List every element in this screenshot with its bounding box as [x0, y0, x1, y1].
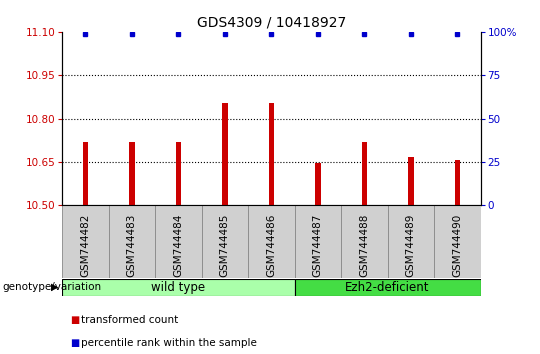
- Text: GSM744487: GSM744487: [313, 214, 323, 278]
- Bar: [129, 142, 134, 205]
- Text: genotype/variation: genotype/variation: [3, 282, 102, 292]
- Text: ▶: ▶: [51, 282, 58, 292]
- Bar: [83, 142, 88, 205]
- Bar: [388, 205, 434, 278]
- Text: GSM744483: GSM744483: [127, 214, 137, 278]
- Bar: [268, 103, 274, 205]
- Text: Ezh2-deficient: Ezh2-deficient: [346, 281, 430, 293]
- Bar: [408, 157, 414, 205]
- Text: GSM744486: GSM744486: [266, 214, 276, 278]
- Bar: [155, 205, 201, 278]
- Bar: [362, 142, 367, 205]
- Bar: [201, 205, 248, 278]
- Text: percentile rank within the sample: percentile rank within the sample: [81, 338, 257, 348]
- Text: GSM744485: GSM744485: [220, 214, 230, 278]
- Text: GSM744482: GSM744482: [80, 214, 90, 278]
- Text: wild type: wild type: [151, 281, 205, 293]
- Bar: [434, 205, 481, 278]
- Text: ■: ■: [70, 315, 79, 325]
- Text: GSM744490: GSM744490: [453, 214, 462, 277]
- Text: transformed count: transformed count: [81, 315, 178, 325]
- Bar: [222, 103, 228, 205]
- Bar: [455, 160, 460, 205]
- Bar: [109, 205, 155, 278]
- Text: ■: ■: [70, 338, 79, 348]
- Bar: [315, 164, 321, 205]
- Bar: [62, 279, 295, 296]
- Bar: [295, 205, 341, 278]
- Bar: [62, 205, 109, 278]
- Text: GSM744489: GSM744489: [406, 214, 416, 278]
- Bar: [248, 205, 295, 278]
- Title: GDS4309 / 10418927: GDS4309 / 10418927: [197, 15, 346, 29]
- Bar: [176, 142, 181, 205]
- Bar: [341, 205, 388, 278]
- Text: GSM744484: GSM744484: [173, 214, 184, 278]
- Text: GSM744488: GSM744488: [359, 214, 369, 278]
- Bar: [295, 279, 481, 296]
